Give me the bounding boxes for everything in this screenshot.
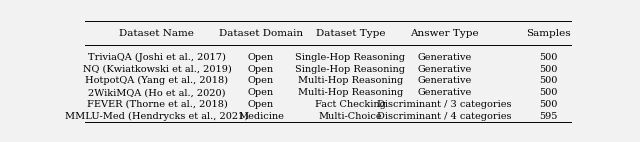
Text: Medicine: Medicine [238, 112, 284, 121]
Text: HotpotQA (Yang et al., 2018): HotpotQA (Yang et al., 2018) [85, 76, 228, 85]
Text: 500: 500 [540, 53, 558, 62]
Text: Open: Open [248, 76, 274, 85]
Text: 2WikiMQA (Ho et al., 2020): 2WikiMQA (Ho et al., 2020) [88, 88, 226, 97]
Text: Single-Hop Reasoning: Single-Hop Reasoning [295, 65, 405, 74]
Text: Discriminant / 4 categories: Discriminant / 4 categories [378, 112, 512, 121]
Text: TriviaQA (Joshi et al., 2017): TriviaQA (Joshi et al., 2017) [88, 53, 226, 62]
Text: 500: 500 [540, 88, 558, 97]
Text: FEVER (Thorne et al., 2018): FEVER (Thorne et al., 2018) [86, 100, 227, 109]
Text: Fact Checking: Fact Checking [315, 100, 386, 109]
Text: Dataset Name: Dataset Name [120, 30, 195, 38]
Text: Multi-Hop Reasoning: Multi-Hop Reasoning [298, 88, 403, 97]
Text: Open: Open [248, 65, 274, 74]
Text: Discriminant / 3 categories: Discriminant / 3 categories [378, 100, 512, 109]
Text: Open: Open [248, 88, 274, 97]
Text: Samples: Samples [527, 30, 571, 38]
Text: Generative: Generative [417, 88, 472, 97]
Text: Generative: Generative [417, 53, 472, 62]
Text: MMLU-Med (Hendrycks et al., 2021): MMLU-Med (Hendrycks et al., 2021) [65, 112, 248, 121]
Text: Dataset Domain: Dataset Domain [219, 30, 303, 38]
Text: Open: Open [248, 100, 274, 109]
Text: NQ (Kwiatkowski et al., 2019): NQ (Kwiatkowski et al., 2019) [83, 65, 231, 74]
Text: Dataset Type: Dataset Type [316, 30, 385, 38]
Text: Generative: Generative [417, 65, 472, 74]
Text: Answer Type: Answer Type [410, 30, 479, 38]
Text: 595: 595 [540, 112, 558, 121]
Text: Open: Open [248, 53, 274, 62]
Text: Single-Hop Reasoning: Single-Hop Reasoning [295, 53, 405, 62]
Text: Multi-Choice: Multi-Choice [319, 112, 382, 121]
Text: 500: 500 [540, 100, 558, 109]
Text: 500: 500 [540, 76, 558, 85]
Text: Multi-Hop Reasoning: Multi-Hop Reasoning [298, 76, 403, 85]
Text: 500: 500 [540, 65, 558, 74]
Text: Generative: Generative [417, 76, 472, 85]
